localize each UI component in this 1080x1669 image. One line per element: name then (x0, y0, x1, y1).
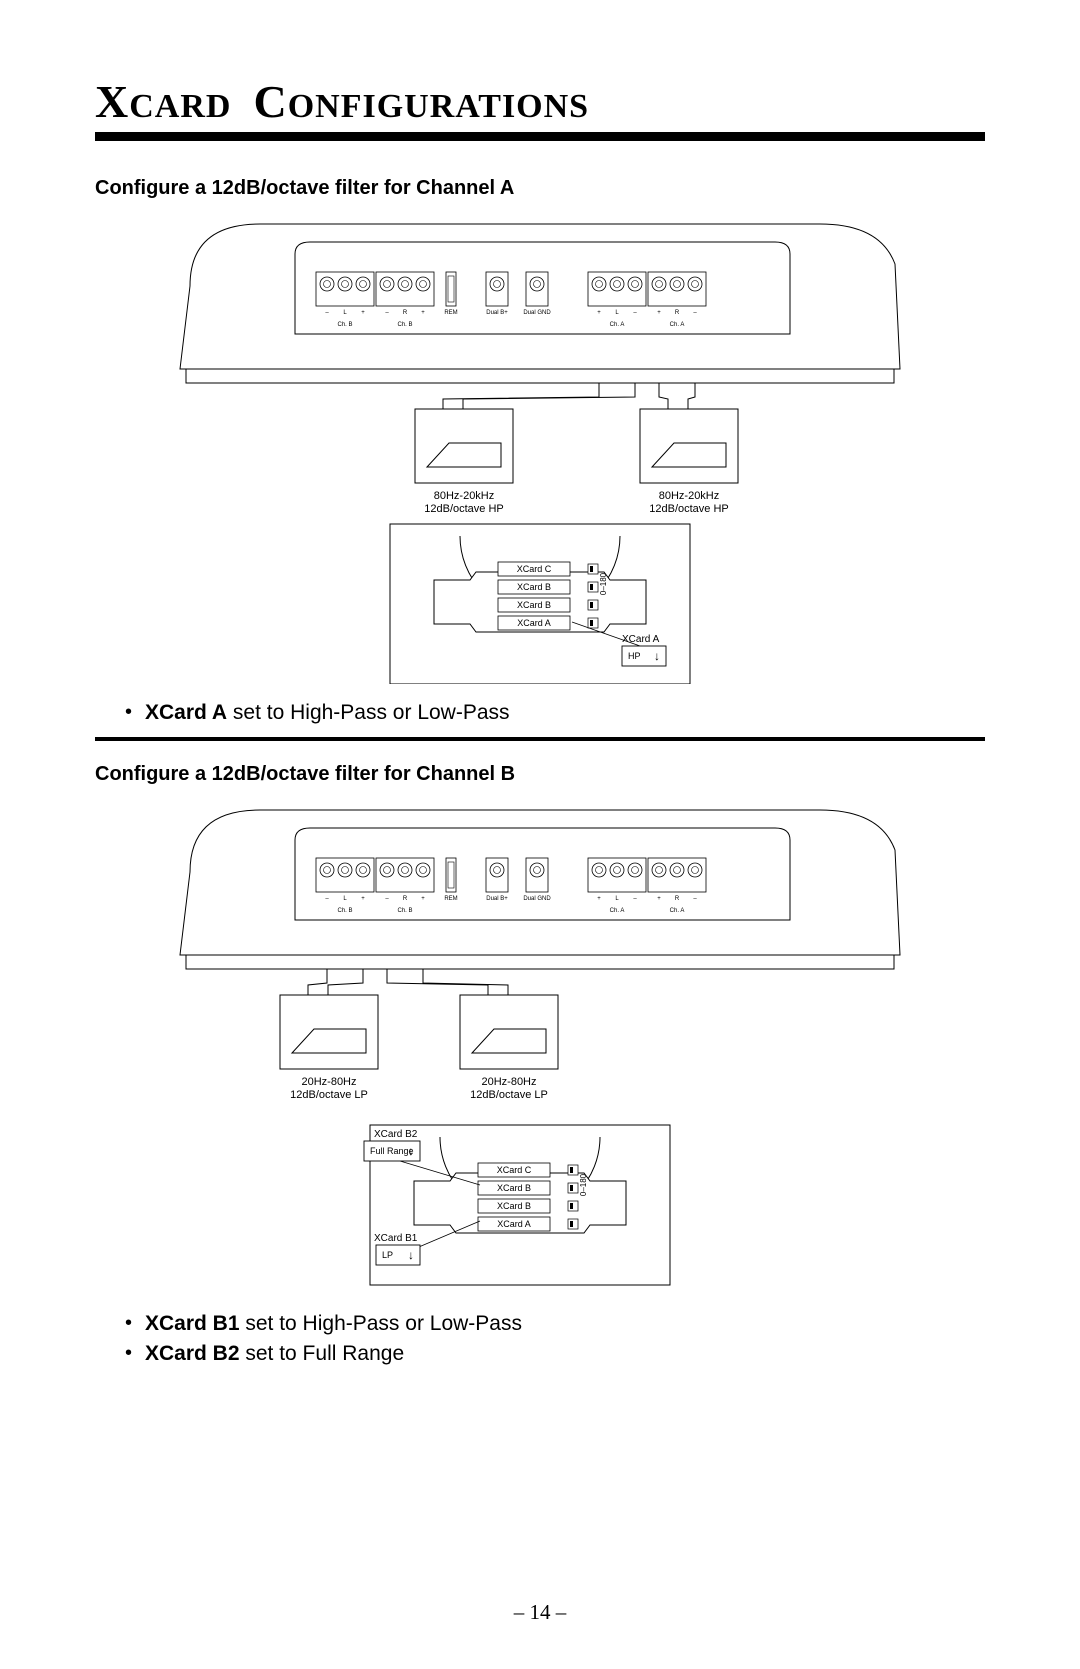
svg-text:20Hz-80Hz: 20Hz-80Hz (481, 1076, 536, 1088)
svg-text:Ch. B: Ch. B (337, 322, 352, 328)
svg-text:XCard B2: XCard B2 (374, 1129, 418, 1140)
svg-text:R: R (675, 310, 680, 316)
svg-text:+: + (657, 896, 661, 902)
svg-text:+: + (597, 310, 601, 316)
diagram-b: – L + Ch. B – R + Ch. B REM Dual B+ Dual GND + L – Ch.… (95, 800, 985, 1295)
svg-text:L: L (343, 310, 347, 316)
svg-text:REM: REM (444, 896, 457, 902)
svg-text:Ch. B: Ch. B (397, 322, 412, 328)
svg-text:–: – (633, 896, 637, 902)
svg-text:L: L (615, 896, 619, 902)
svg-text:80Hz-20kHz: 80Hz-20kHz (659, 490, 720, 502)
svg-text:XCard A: XCard A (497, 1219, 531, 1229)
section-a-heading: Configure a 12dB/octave filter for Chann… (95, 177, 985, 200)
svg-text:+: + (597, 896, 601, 902)
section-b-heading: Configure a 12dB/octave filter for Chann… (95, 763, 985, 786)
svg-text:Ch. A: Ch. A (610, 908, 625, 914)
svg-text:–: – (633, 310, 637, 316)
svg-text:R: R (403, 896, 408, 902)
svg-text:Dual B+: Dual B+ (486, 896, 508, 902)
svg-text:R: R (675, 896, 680, 902)
svg-text:0–180: 0–180 (579, 1174, 588, 1197)
section-b-bullets: XCard B1 set to High-Pass or Low-Pass XC… (125, 1309, 985, 1368)
bullet-xcard-b2: XCard B2 set to Full Range (125, 1339, 985, 1368)
amp-diagram-b: – L + Ch. B – R + Ch. B REM Dual B+ Dual GND + L – Ch.… (160, 800, 920, 1295)
diagram-a: – L + Ch. B – R + Ch. B REM Dual B+ Dual GND + L – Ch.… (95, 214, 985, 684)
svg-text:R: R (403, 310, 408, 316)
svg-text:XCard B1: XCard B1 (374, 1233, 418, 1244)
svg-text:↓: ↓ (654, 649, 660, 663)
svg-text:XCard C: XCard C (517, 564, 552, 574)
svg-text:20Hz-80Hz: 20Hz-80Hz (301, 1076, 356, 1088)
bullet-xcard-a: XCard A set to High-Pass or Low-Pass (125, 698, 985, 727)
svg-text:Dual GND: Dual GND (523, 310, 551, 316)
section-divider (95, 737, 985, 741)
section-channel-a: Configure a 12dB/octave filter for Chann… (95, 177, 985, 727)
svg-text:Dual B+: Dual B+ (486, 310, 508, 316)
amp-diagram-a: – L + Ch. B – R + Ch. B REM Dual B+ Dual GND + L – Ch.… (160, 214, 920, 684)
svg-text:Ch. A: Ch. A (670, 908, 685, 914)
svg-text:–: – (325, 310, 329, 316)
svg-text:REM: REM (444, 310, 457, 316)
svg-text:–: – (385, 896, 389, 902)
svg-text:↓: ↓ (408, 1248, 414, 1262)
page-title: XCARD CONFIGURATIONS (95, 75, 589, 128)
section-a-bullets: XCard A set to High-Pass or Low-Pass (125, 698, 985, 727)
svg-text:–: – (325, 896, 329, 902)
svg-text:Full Range: Full Range (370, 1146, 414, 1156)
svg-text:0–180: 0–180 (599, 572, 608, 595)
svg-text:+: + (421, 310, 425, 316)
page-title-row: XCARD CONFIGURATIONS (95, 75, 985, 141)
svg-text:12dB/octave HP: 12dB/octave HP (649, 503, 729, 515)
svg-text:L: L (343, 896, 347, 902)
svg-text:Dual GND: Dual GND (523, 896, 551, 902)
svg-text:XCard A: XCard A (517, 618, 551, 628)
svg-text:+: + (361, 310, 365, 316)
svg-text:Ch. A: Ch. A (610, 322, 625, 328)
svg-text:12dB/octave LP: 12dB/octave LP (470, 1089, 548, 1101)
svg-text:XCard B: XCard B (497, 1201, 531, 1211)
svg-text:LP: LP (382, 1250, 393, 1260)
page-number: – 14 – (0, 1600, 1080, 1625)
svg-text:XCard B: XCard B (497, 1183, 531, 1193)
svg-text:+: + (657, 310, 661, 316)
svg-text:Ch. A: Ch. A (670, 322, 685, 328)
svg-text:+: + (361, 896, 365, 902)
svg-text:–: – (693, 310, 697, 316)
svg-text:12dB/octave HP: 12dB/octave HP (424, 503, 504, 515)
svg-text:+: + (421, 896, 425, 902)
svg-text:XCard B: XCard B (517, 582, 551, 592)
svg-text:80Hz-20kHz: 80Hz-20kHz (434, 490, 495, 502)
bullet-xcard-b1: XCard B1 set to High-Pass or Low-Pass (125, 1309, 985, 1338)
svg-text:XCard A: XCard A (622, 634, 660, 645)
svg-text:L: L (615, 310, 619, 316)
svg-text:XCard B: XCard B (517, 600, 551, 610)
svg-text:XCard C: XCard C (497, 1165, 532, 1175)
section-channel-b: Configure a 12dB/octave filter for Chann… (95, 763, 985, 1368)
svg-text:–: – (385, 310, 389, 316)
svg-text:Ch. B: Ch. B (397, 908, 412, 914)
svg-text:12dB/octave LP: 12dB/octave LP (290, 1089, 368, 1101)
svg-text:HP: HP (628, 651, 641, 661)
svg-text:Ch. B: Ch. B (337, 908, 352, 914)
svg-text:↓: ↓ (408, 1144, 414, 1158)
svg-text:–: – (693, 896, 697, 902)
